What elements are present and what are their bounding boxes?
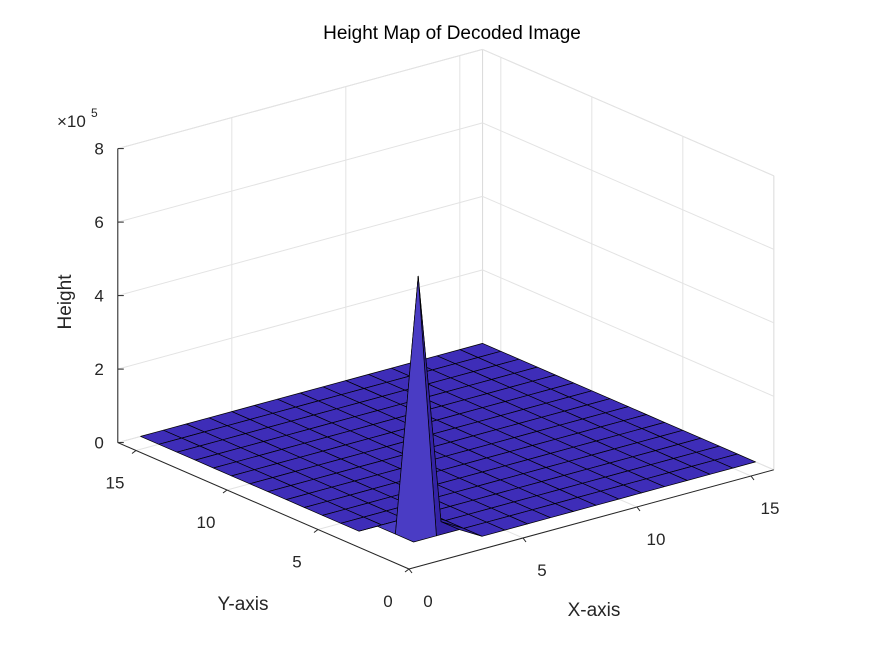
- x-axis-label: X-axis: [568, 600, 621, 621]
- x-tick-mark: [636, 506, 641, 512]
- x-tick-label: 10: [647, 530, 666, 549]
- y-tick-label: 10: [197, 513, 216, 532]
- y-tick-label: 0: [383, 592, 392, 611]
- gridline-z-right: [482, 48, 774, 177]
- y-tick-label: 5: [292, 553, 301, 572]
- z-tick-label: 8: [94, 140, 103, 159]
- axis-lines: [117, 148, 774, 574]
- z-exponent-power: 5: [91, 106, 98, 120]
- surface-plot: [140, 275, 756, 543]
- gridline-z-right: [482, 195, 774, 324]
- y-tick-label: 15: [106, 474, 125, 493]
- x-tick-label: 5: [537, 561, 546, 580]
- z-exponent-base: ×10: [57, 112, 86, 131]
- y-axis-label: Y-axis: [217, 594, 268, 615]
- gridline-z-back: [117, 269, 483, 370]
- y-tick-mark: [404, 568, 410, 573]
- gridline-z-back: [117, 48, 483, 150]
- x-tick-mark: [750, 475, 755, 481]
- gridline-z-back: [117, 122, 483, 223]
- x-tick-mark: [522, 537, 527, 543]
- chart-title: Height Map of Decoded Image: [323, 23, 581, 44]
- y-tick-mark: [131, 450, 137, 454]
- gridline-z-right: [482, 122, 774, 250]
- surface-patch: [395, 275, 437, 543]
- z-exponent-label: ×10 5: [57, 106, 98, 131]
- x-tick-mark: [408, 568, 413, 574]
- x-axis-line: [408, 469, 774, 570]
- y-axis-line: [117, 442, 410, 570]
- tick-labels: 0 5 10 15 0 5 10 15 0 2 4 6 8: [94, 140, 779, 611]
- z-tick-label: 6: [94, 213, 103, 232]
- gridline-z-right: [482, 269, 774, 397]
- z-tick-label: 2: [94, 360, 103, 379]
- z-tick-label: 0: [94, 434, 103, 453]
- gridline-z-back: [117, 195, 483, 297]
- x-tick-label: 0: [423, 592, 432, 611]
- y-tick-mark: [313, 529, 319, 533]
- z-axis-label: Height: [55, 274, 76, 330]
- x-tick-label: 15: [761, 499, 780, 518]
- z-tick-label: 4: [94, 287, 103, 306]
- y-tick-mark: [222, 489, 228, 494]
